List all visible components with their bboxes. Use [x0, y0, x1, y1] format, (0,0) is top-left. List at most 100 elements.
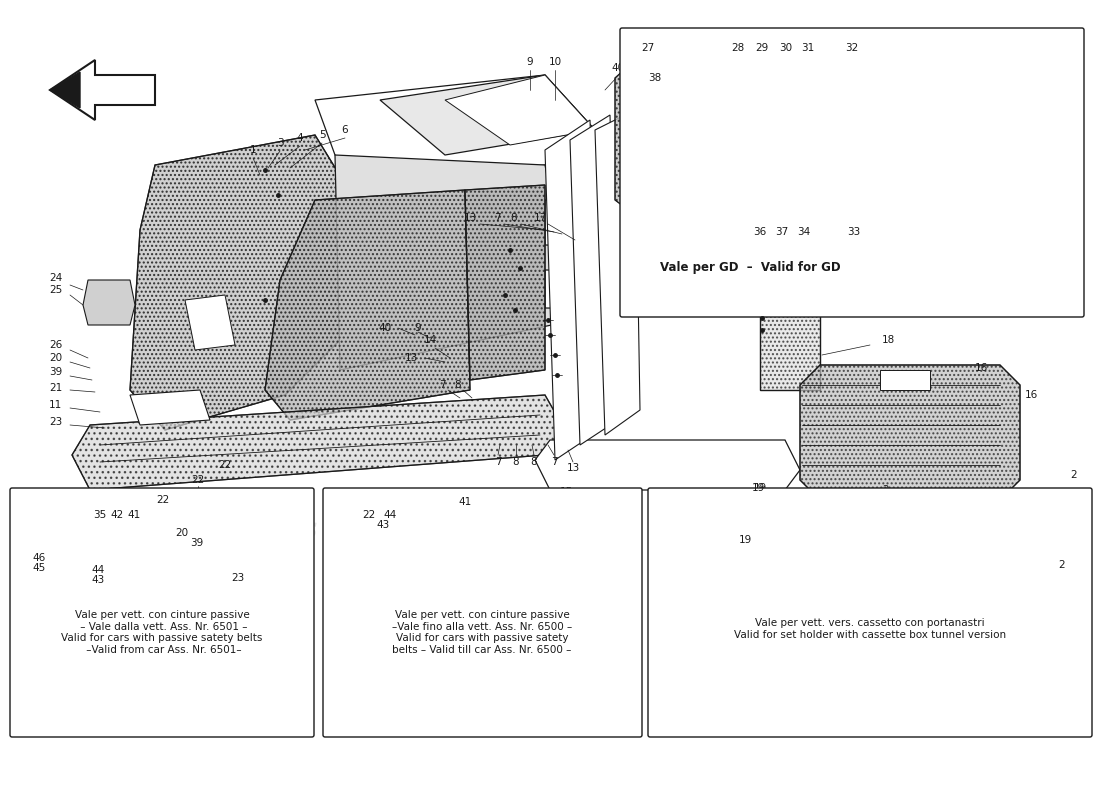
Text: 36: 36: [754, 227, 767, 237]
Text: 5: 5: [319, 130, 326, 140]
Polygon shape: [880, 370, 929, 390]
Text: Vale per GD  –  Valid for GD: Vale per GD – Valid for GD: [660, 262, 840, 274]
Text: 41: 41: [459, 497, 472, 507]
Text: 45: 45: [32, 563, 45, 573]
Text: 39: 39: [190, 538, 204, 548]
Polygon shape: [860, 100, 940, 200]
Polygon shape: [82, 280, 135, 325]
Text: 44: 44: [91, 565, 104, 575]
Text: 7: 7: [494, 213, 501, 223]
Polygon shape: [130, 135, 355, 430]
Text: 18: 18: [882, 335, 895, 345]
Text: Vale per vett. con cinture passive
–Vale fino alla vett. Ass. Nr. 6500 –
Valid f: Vale per vett. con cinture passive –Vale…: [392, 610, 572, 654]
FancyBboxPatch shape: [620, 28, 1084, 317]
Text: 46: 46: [32, 553, 45, 563]
Text: 44: 44: [383, 510, 396, 520]
Polygon shape: [130, 390, 210, 425]
Polygon shape: [185, 295, 235, 350]
Text: 40: 40: [612, 63, 625, 73]
Text: 19: 19: [751, 483, 764, 493]
Text: 22: 22: [156, 495, 169, 505]
Text: 20: 20: [175, 528, 188, 538]
Text: 9: 9: [527, 57, 534, 67]
Text: 17: 17: [534, 213, 547, 223]
Polygon shape: [800, 495, 880, 520]
Text: 31: 31: [802, 43, 815, 53]
Text: 14: 14: [424, 335, 437, 345]
Text: 16: 16: [1025, 390, 1038, 400]
Text: 22: 22: [219, 460, 232, 470]
Text: 29: 29: [756, 43, 769, 53]
Text: 11: 11: [48, 400, 62, 410]
Text: 12: 12: [880, 250, 893, 260]
Polygon shape: [544, 270, 760, 310]
Text: 19: 19: [754, 483, 767, 493]
Text: 2: 2: [1070, 470, 1077, 480]
Text: 8: 8: [530, 457, 537, 467]
Polygon shape: [465, 185, 544, 380]
Text: 38: 38: [648, 73, 661, 83]
Text: 33: 33: [847, 227, 860, 237]
Text: 40: 40: [378, 323, 392, 333]
Text: 7: 7: [551, 457, 558, 467]
Polygon shape: [265, 190, 470, 420]
Text: 22: 22: [362, 510, 375, 520]
Text: 15: 15: [560, 487, 573, 497]
Polygon shape: [315, 75, 595, 180]
Polygon shape: [710, 60, 850, 215]
Polygon shape: [800, 365, 1020, 500]
Polygon shape: [22, 505, 104, 570]
Polygon shape: [544, 120, 600, 460]
Polygon shape: [446, 75, 595, 145]
Text: 2: 2: [882, 485, 889, 495]
Text: 10: 10: [549, 57, 562, 67]
Text: 23: 23: [48, 417, 62, 427]
Polygon shape: [340, 508, 540, 512]
Polygon shape: [615, 60, 710, 215]
FancyBboxPatch shape: [323, 488, 642, 737]
Text: eurospares: eurospares: [442, 266, 618, 294]
FancyBboxPatch shape: [648, 488, 1092, 737]
Polygon shape: [336, 155, 575, 370]
Text: 4: 4: [297, 133, 304, 143]
Text: 2: 2: [1058, 560, 1065, 570]
Text: 43: 43: [376, 520, 389, 530]
Text: 35: 35: [94, 510, 107, 520]
Text: eurospares: eurospares: [142, 266, 318, 294]
Bar: [92, 292, 124, 320]
Text: 39: 39: [48, 367, 62, 377]
Text: 13: 13: [566, 463, 580, 473]
Text: 28: 28: [732, 43, 745, 53]
Text: Vale per vett. vers. cassetto con portanastri
Valid for set holder with cassette: Vale per vett. vers. cassetto con portan…: [734, 618, 1006, 640]
Text: 37: 37: [776, 227, 789, 237]
FancyBboxPatch shape: [10, 488, 313, 737]
Text: 7: 7: [439, 380, 446, 390]
Text: 23: 23: [231, 573, 244, 583]
Polygon shape: [760, 315, 820, 390]
Text: 25: 25: [48, 285, 62, 295]
Polygon shape: [670, 495, 1065, 505]
Text: 20: 20: [48, 353, 62, 363]
Text: 43: 43: [91, 575, 104, 585]
Text: 13: 13: [463, 213, 476, 223]
Text: 27: 27: [641, 43, 654, 53]
Text: 21: 21: [48, 383, 62, 393]
Polygon shape: [116, 515, 157, 545]
Polygon shape: [535, 440, 800, 490]
Text: 34: 34: [798, 227, 811, 237]
Polygon shape: [155, 495, 265, 510]
Polygon shape: [72, 395, 565, 490]
Text: 7: 7: [495, 457, 502, 467]
Text: eurospares: eurospares: [442, 516, 618, 544]
Text: Vale per vett. con cinture passive
 – Vale dalla vett. Ass. Nr. 6501 –
Valid for: Vale per vett. con cinture passive – Val…: [62, 610, 263, 654]
Text: 13: 13: [405, 353, 418, 363]
Text: 32: 32: [846, 43, 859, 53]
Polygon shape: [379, 510, 538, 520]
Text: eurospares: eurospares: [142, 516, 318, 544]
Text: 41: 41: [128, 510, 141, 520]
Polygon shape: [330, 505, 550, 580]
Text: 30: 30: [780, 43, 793, 53]
Polygon shape: [28, 498, 160, 515]
Text: 1: 1: [250, 145, 256, 155]
Polygon shape: [570, 115, 618, 445]
